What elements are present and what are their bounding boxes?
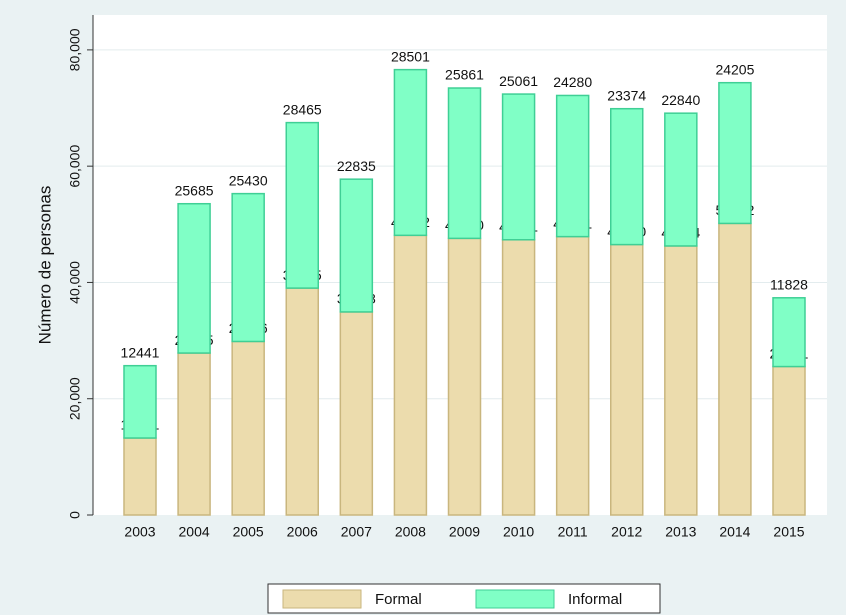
- y-tick-label: 80,000: [67, 28, 83, 71]
- bar-segment: [664, 245, 698, 516]
- legend-swatch: [282, 589, 362, 609]
- data-label: 12441: [121, 344, 160, 360]
- legend-label: Informal: [568, 591, 622, 608]
- y-tick-label: 20,000: [67, 377, 83, 420]
- bar-segment: [610, 243, 644, 516]
- x-tick-label: 2011: [558, 524, 588, 540]
- bar-segment: [610, 107, 644, 246]
- x-tick-label: 2003: [124, 524, 155, 540]
- bar-segment: [285, 287, 319, 516]
- data-label: 24205: [715, 61, 754, 77]
- x-tick-label: 2013: [665, 524, 696, 540]
- data-label: 24280: [553, 74, 592, 90]
- legend-label: Formal: [375, 591, 422, 608]
- bar-segment: [231, 340, 265, 516]
- x-tick-label: 2004: [179, 524, 210, 540]
- bar-segment: [772, 365, 806, 516]
- y-axis-label: Número de personas: [35, 186, 54, 345]
- bar-segment: [447, 237, 482, 516]
- y-tick-label: 40,000: [67, 261, 83, 304]
- bar-segment: [501, 239, 536, 516]
- data-label: 22840: [661, 92, 700, 108]
- x-tick-label: 2014: [719, 524, 750, 540]
- bar-segment: [772, 297, 806, 368]
- bar-segment: [664, 112, 698, 247]
- bar-segment: [447, 87, 482, 240]
- x-tick-label: 2009: [449, 524, 480, 540]
- bar-segment: [393, 234, 428, 516]
- bar-segment: [555, 235, 590, 516]
- bar-segment: [285, 121, 319, 289]
- x-tick-label: 2006: [287, 524, 318, 540]
- data-label: 25861: [445, 67, 484, 83]
- x-tick-label: 2010: [503, 524, 534, 540]
- data-label: 25430: [229, 172, 268, 188]
- bar-segment: [339, 178, 374, 313]
- bar-segment: [177, 202, 211, 354]
- data-label: 11828: [770, 276, 808, 292]
- bar-segment: [393, 68, 428, 237]
- bar-segment: [555, 94, 590, 238]
- bar-segment: [123, 364, 157, 439]
- bar-segment: [177, 352, 211, 516]
- y-tick-label: 60,000: [67, 145, 83, 188]
- bar-segment: [231, 192, 265, 343]
- x-tick-label: 2007: [341, 524, 372, 540]
- bar-segment: [501, 93, 536, 241]
- data-label: 25061: [499, 73, 538, 89]
- x-tick-label: 2015: [773, 524, 804, 540]
- data-label: 28501: [391, 48, 430, 64]
- bar-segment: [123, 437, 157, 516]
- bar-segment: [339, 311, 374, 516]
- data-label: 25685: [175, 182, 214, 198]
- bar-segment: [718, 222, 752, 516]
- bar-segment: [718, 81, 752, 225]
- data-label: 28465: [283, 101, 322, 117]
- x-tick-label: 2005: [233, 524, 264, 540]
- y-tick-label: 0: [67, 511, 83, 519]
- legend-swatch: [475, 589, 555, 609]
- data-label: 23374: [607, 87, 646, 103]
- data-label: 22835: [337, 158, 376, 174]
- x-tick-label: 2008: [395, 524, 426, 540]
- x-tick-label: 2012: [611, 524, 642, 540]
